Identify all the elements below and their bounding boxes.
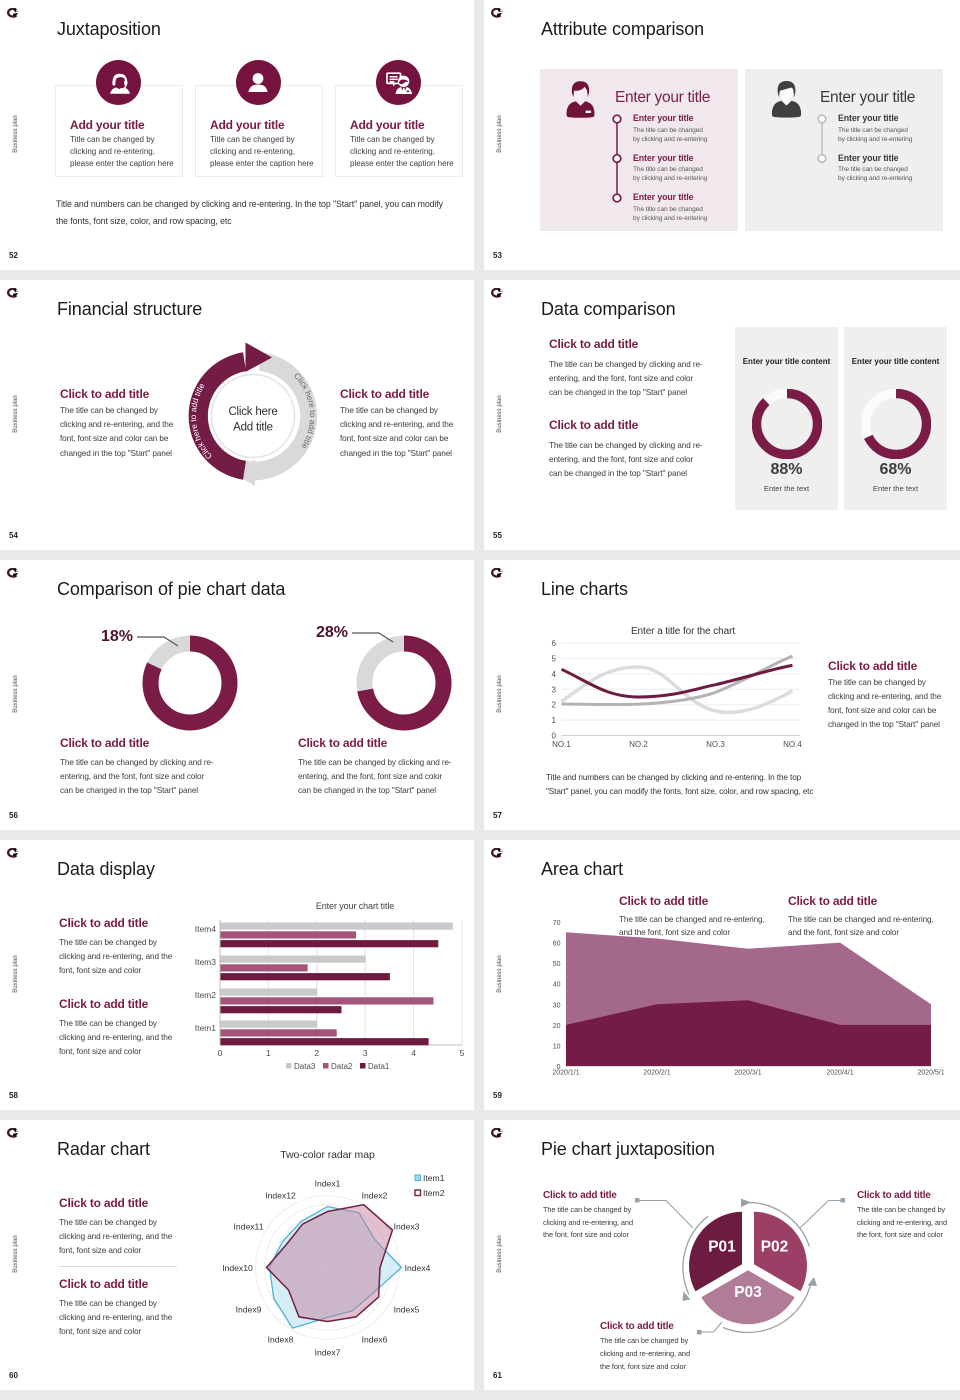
svg-text:NO.3: NO.3	[706, 740, 725, 749]
svg-text:Data1: Data1	[368, 1062, 390, 1071]
svg-text:2020/5/1: 2020/5/1	[917, 1070, 944, 1077]
svg-text:50: 50	[553, 961, 561, 968]
svg-text:0: 0	[557, 1064, 561, 1071]
svg-text:2: 2	[552, 701, 557, 710]
svg-text:P02: P02	[761, 1239, 789, 1256]
svg-text:1: 1	[266, 1048, 271, 1058]
svg-text:2020/2/1: 2020/2/1	[643, 1070, 670, 1077]
svg-text:Index4: Index4	[405, 1263, 431, 1273]
svg-text:Index3: Index3	[394, 1222, 420, 1232]
svg-text:2020/1/1: 2020/1/1	[552, 1070, 579, 1077]
svg-text:3: 3	[363, 1048, 368, 1058]
svg-text:2: 2	[314, 1048, 319, 1058]
svg-text:Click here: Click here	[228, 406, 277, 418]
svg-text:4: 4	[411, 1048, 416, 1058]
svg-text:Index1: Index1	[315, 1179, 341, 1189]
svg-text:0: 0	[218, 1048, 223, 1058]
svg-text:Index6: Index6	[362, 1335, 388, 1345]
svg-text:Data3: Data3	[294, 1062, 316, 1071]
svg-text:Item3: Item3	[195, 957, 217, 967]
svg-text:Index11: Index11	[234, 1222, 264, 1232]
svg-text:Item2: Item2	[195, 990, 217, 1000]
svg-text:4: 4	[552, 670, 557, 679]
svg-text:6: 6	[552, 639, 557, 648]
svg-text:NO.4: NO.4	[783, 740, 802, 749]
svg-text:Index10: Index10	[222, 1263, 253, 1273]
svg-text:30: 30	[553, 1002, 561, 1009]
svg-text:5: 5	[552, 655, 557, 664]
svg-text:0: 0	[552, 732, 557, 741]
svg-text:NO.1: NO.1	[552, 740, 571, 749]
svg-text:Index2: Index2	[362, 1191, 388, 1201]
svg-text:Index8: Index8	[268, 1335, 294, 1345]
svg-text:Index9: Index9	[236, 1305, 262, 1315]
svg-text:20: 20	[553, 1023, 561, 1030]
svg-text:1: 1	[552, 716, 557, 725]
svg-text:Item1: Item1	[195, 1023, 217, 1033]
svg-text:10: 10	[553, 1043, 561, 1050]
svg-text:P03: P03	[734, 1284, 762, 1301]
svg-text:5: 5	[460, 1048, 465, 1058]
svg-text:3: 3	[552, 685, 557, 694]
svg-text:P01: P01	[708, 1239, 736, 1256]
svg-text:Index5: Index5	[394, 1305, 420, 1315]
svg-text:NO.2: NO.2	[629, 740, 648, 749]
svg-text:Add title: Add title	[233, 422, 273, 434]
svg-text:2020/3/1: 2020/3/1	[734, 1070, 761, 1077]
svg-text:Data2: Data2	[331, 1062, 353, 1071]
svg-text:70: 70	[553, 920, 561, 927]
svg-text:2020/4/1: 2020/4/1	[826, 1070, 853, 1077]
svg-text:Index12: Index12	[265, 1191, 296, 1201]
svg-text:60: 60	[553, 941, 561, 948]
svg-text:Index7: Index7	[315, 1348, 341, 1358]
svg-text:Item4: Item4	[195, 924, 217, 934]
svg-text:40: 40	[553, 982, 561, 989]
